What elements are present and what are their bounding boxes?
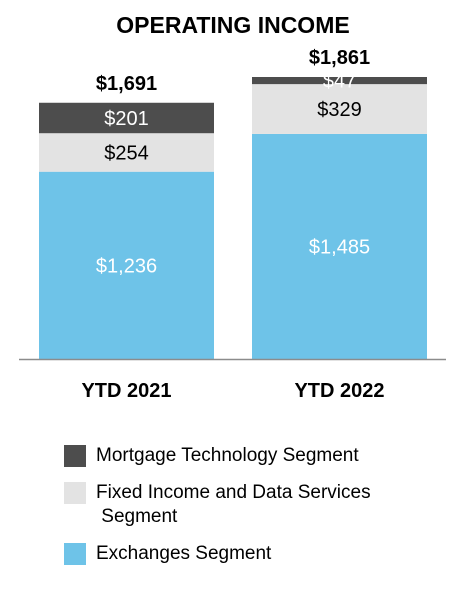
data-label-mortgage-technology-segment-ytd-2022: $47 — [323, 71, 356, 93]
data-label-mortgage-technology-segment-ytd-2021: $201 — [104, 108, 149, 130]
data-label-fixed-income-and-data-services-segment-ytd-2022: $329 — [317, 99, 362, 121]
data-label-exchanges-segment-ytd-2021: $1,236 — [96, 255, 157, 277]
legend-label-exchanges: Exchanges Segment — [96, 543, 272, 564]
legend-swatch-exchanges — [64, 543, 86, 565]
total-label-ytd-2022: $1,861 — [309, 47, 370, 69]
legend-item-mortgage-technology: Mortgage Technology Segment — [64, 444, 454, 468]
data-label-exchanges-segment-ytd-2022: $1,485 — [309, 236, 370, 258]
bar-exchanges-segment-ytd-2022 — [252, 133, 427, 359]
chart-title: OPERATING INCOME — [116, 12, 350, 38]
data-label-fixed-income-and-data-services-segment-ytd-2021: $254 — [104, 142, 149, 164]
bar-fixed-income-and-data-services-segment-ytd-2022 — [252, 84, 427, 134]
total-label-ytd-2021: $1,691 — [96, 73, 157, 95]
bar-mortgage-technology-segment-ytd-2022 — [252, 77, 427, 85]
legend-swatch-fixed-income — [64, 482, 86, 504]
legend: Mortgage Technology Segment Fixed Income… — [64, 444, 454, 579]
bar-mortgage-technology-segment-ytd-2021 — [39, 102, 214, 134]
legend-label-fixed-income: Fixed Income and Data Services Segment — [96, 482, 371, 527]
legend-label-mortgage-technology: Mortgage Technology Segment — [96, 445, 359, 466]
legend-swatch-mortgage-technology — [64, 445, 86, 467]
bar-fixed-income-and-data-services-segment-ytd-2021 — [39, 133, 214, 172]
legend-item-fixed-income: Fixed Income and Data Services Segment — [64, 481, 454, 529]
legend-item-exchanges: Exchanges Segment — [64, 542, 454, 566]
category-label-ytd-2021: YTD 2021 — [81, 380, 171, 402]
category-label-ytd-2022: YTD 2022 — [294, 380, 384, 402]
bar-exchanges-segment-ytd-2021 — [39, 171, 214, 359]
